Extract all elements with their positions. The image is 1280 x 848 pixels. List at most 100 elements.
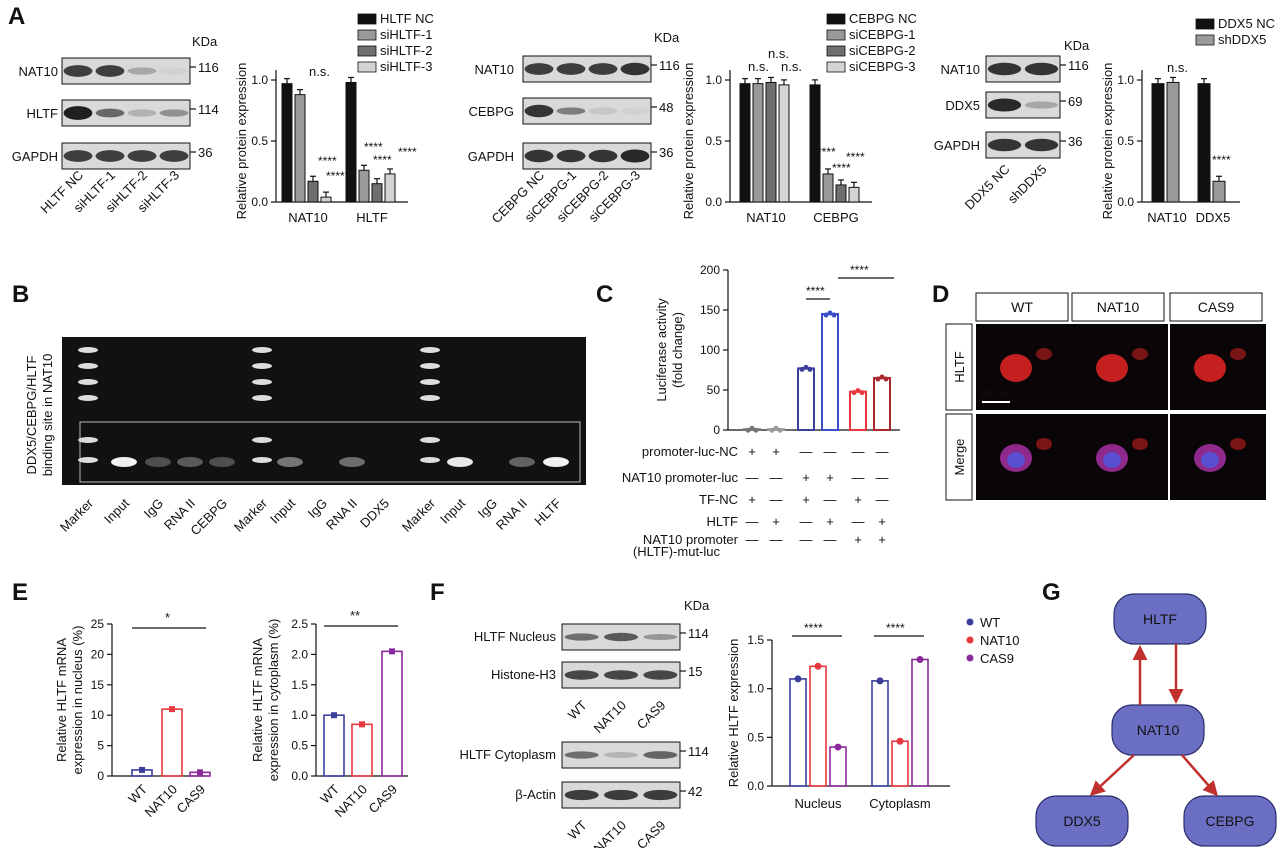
gel-marker-band [420, 363, 440, 369]
chart-e2-point [389, 648, 395, 655]
microscopy-cell [1132, 438, 1148, 450]
blot-a3-lane-label: DDX5 NC [962, 162, 1013, 213]
chart-a1-bar [345, 81, 357, 203]
chart-c-table-mark: — [770, 492, 783, 507]
chart-c-table-mark: + [854, 532, 862, 547]
chart-a2-x-tick-label: CEBPG [813, 210, 859, 225]
chart-e2-point [331, 712, 337, 719]
blot-a2-mw-label: 116 [659, 58, 680, 73]
chart-f-legend-marker [966, 636, 974, 644]
chart-a1-bar [371, 183, 383, 203]
chart-a2-legend-label: CEBPG NC [849, 11, 917, 26]
chart-a2-legend-swatch [826, 61, 846, 73]
chart-c-bar [873, 377, 891, 431]
blot-a1-band [95, 108, 125, 118]
chart-a1-legend-swatch [357, 45, 377, 57]
gel-lane-label: IgG [141, 496, 166, 521]
gel-y-label: binding site in NAT10 [40, 354, 55, 477]
blot-a1-band [127, 67, 157, 75]
chart-c-table-mark: — [800, 532, 813, 547]
blot-a3-band [987, 98, 1022, 112]
microscopy-col-header: NAT10 [1097, 299, 1140, 315]
chart-a1-legend-label: siHLTF-3 [380, 59, 432, 74]
blot-f-top-band [564, 670, 599, 680]
chart-c-table-mark: — [800, 444, 813, 459]
gel-marker-band [252, 395, 272, 401]
blot-a2-band [588, 149, 618, 163]
chart-c-table-mark: — [852, 470, 865, 485]
chart-c-table-mark: — [824, 532, 837, 547]
chart-a1-legend-label: HLTF NC [380, 11, 434, 26]
chart-a2-legend-swatch [826, 45, 846, 57]
gel-lane-label: Marker [231, 495, 271, 535]
blot-a2-band [620, 62, 650, 76]
chart-a1-y-tick-label: 1.0 [251, 73, 268, 87]
chart-f-y-label: Relative HLTF expression [726, 639, 741, 788]
chart-c-point [883, 376, 889, 382]
chart-a1-bar [358, 169, 370, 203]
chart-e1-point [197, 769, 203, 776]
chart-a1-legend-swatch [357, 13, 377, 25]
microscopy-col-header-box [1071, 292, 1165, 322]
chart-f-y-tick-label: 1.0 [747, 682, 764, 696]
chart-c-table-label: promoter-luc-NC [642, 444, 738, 459]
blot-a3-mw-label: 36 [1068, 134, 1082, 149]
blot-a1-row-label: NAT10 [19, 64, 59, 79]
microscopy-row-header: HLTF [952, 351, 967, 383]
blot-a3-mw-label: 116 [1068, 58, 1089, 73]
gel-background [62, 337, 586, 485]
microscopy-row-header-box [945, 413, 973, 501]
chart-c-table-mark: — [824, 444, 837, 459]
chart-e2-bar [381, 650, 403, 777]
gel-lane-label: IgG [475, 496, 500, 521]
blot-a1-band [159, 109, 189, 117]
chart-a3-legend-swatch [1195, 18, 1215, 30]
blot-a1-band [127, 109, 157, 117]
chart-a3-y-tick-label: 0.5 [1117, 134, 1134, 148]
chart-c-y-tick-label: 100 [700, 343, 720, 357]
gel-marker-band [78, 437, 98, 443]
blot-f-lane-label: NAT10 [591, 698, 630, 737]
chart-a3-legend-label: DDX5 NC [1218, 16, 1275, 31]
blot-a1-band [95, 65, 125, 77]
kda-label: KDa [684, 598, 710, 613]
gel-lane-label: Input [267, 495, 298, 526]
blot-f-bottom-mw-label: 114 [688, 744, 709, 759]
blot-a3-row-label: GAPDH [934, 138, 980, 153]
chart-f-bar [911, 658, 929, 787]
chart-a2-legend-swatch [826, 13, 846, 25]
blot-f-top-row-label: HLTF Nucleus [474, 629, 557, 644]
chart-a1-x-tick-label: NAT10 [288, 210, 328, 225]
chart-c-table-mark: — [852, 444, 865, 459]
blot-a2-row-label: NAT10 [475, 62, 515, 77]
chart-a1-significance: **** [326, 169, 345, 183]
chart-a2-legend-label: siCEBPG-1 [849, 27, 915, 42]
microscopy-cell [1036, 438, 1052, 450]
chart-f-bar [809, 665, 827, 787]
chart-a3-legend-label: shDDX5 [1218, 32, 1266, 47]
chart-f-significance: **** [804, 621, 823, 635]
chart-f-point [794, 675, 802, 683]
network-arrow [1181, 754, 1218, 797]
chart-a2-bar [848, 186, 860, 203]
chart-c-table-mark: — [800, 514, 813, 529]
chart-a2-ns-label: n.s. [781, 59, 802, 74]
chart-f-legend-label: WT [980, 615, 1000, 630]
chart-c-point [745, 427, 751, 433]
microscopy-row-header: Merge [952, 439, 967, 476]
chart-a1-bar [294, 94, 306, 203]
chart-c-point [777, 427, 783, 433]
blot-a1-mw-label: 116 [198, 60, 219, 75]
chart-e1-y-tick-label: 15 [91, 678, 105, 692]
blot-a3-mw-label: 69 [1068, 94, 1082, 109]
chart-c-point [799, 366, 805, 372]
chart-c-point [879, 374, 885, 380]
chart-a2-legend-label: siCEBPG-3 [849, 59, 915, 74]
blot-a1-band [159, 67, 189, 75]
gel-band [447, 457, 473, 467]
chart-f-y-tick-label: 1.5 [747, 633, 764, 647]
chart-a1-legend-label: siHLTF-1 [380, 27, 432, 42]
panel-label-a: A [8, 3, 25, 30]
chart-c-point [851, 390, 857, 396]
gel-band [209, 457, 235, 467]
